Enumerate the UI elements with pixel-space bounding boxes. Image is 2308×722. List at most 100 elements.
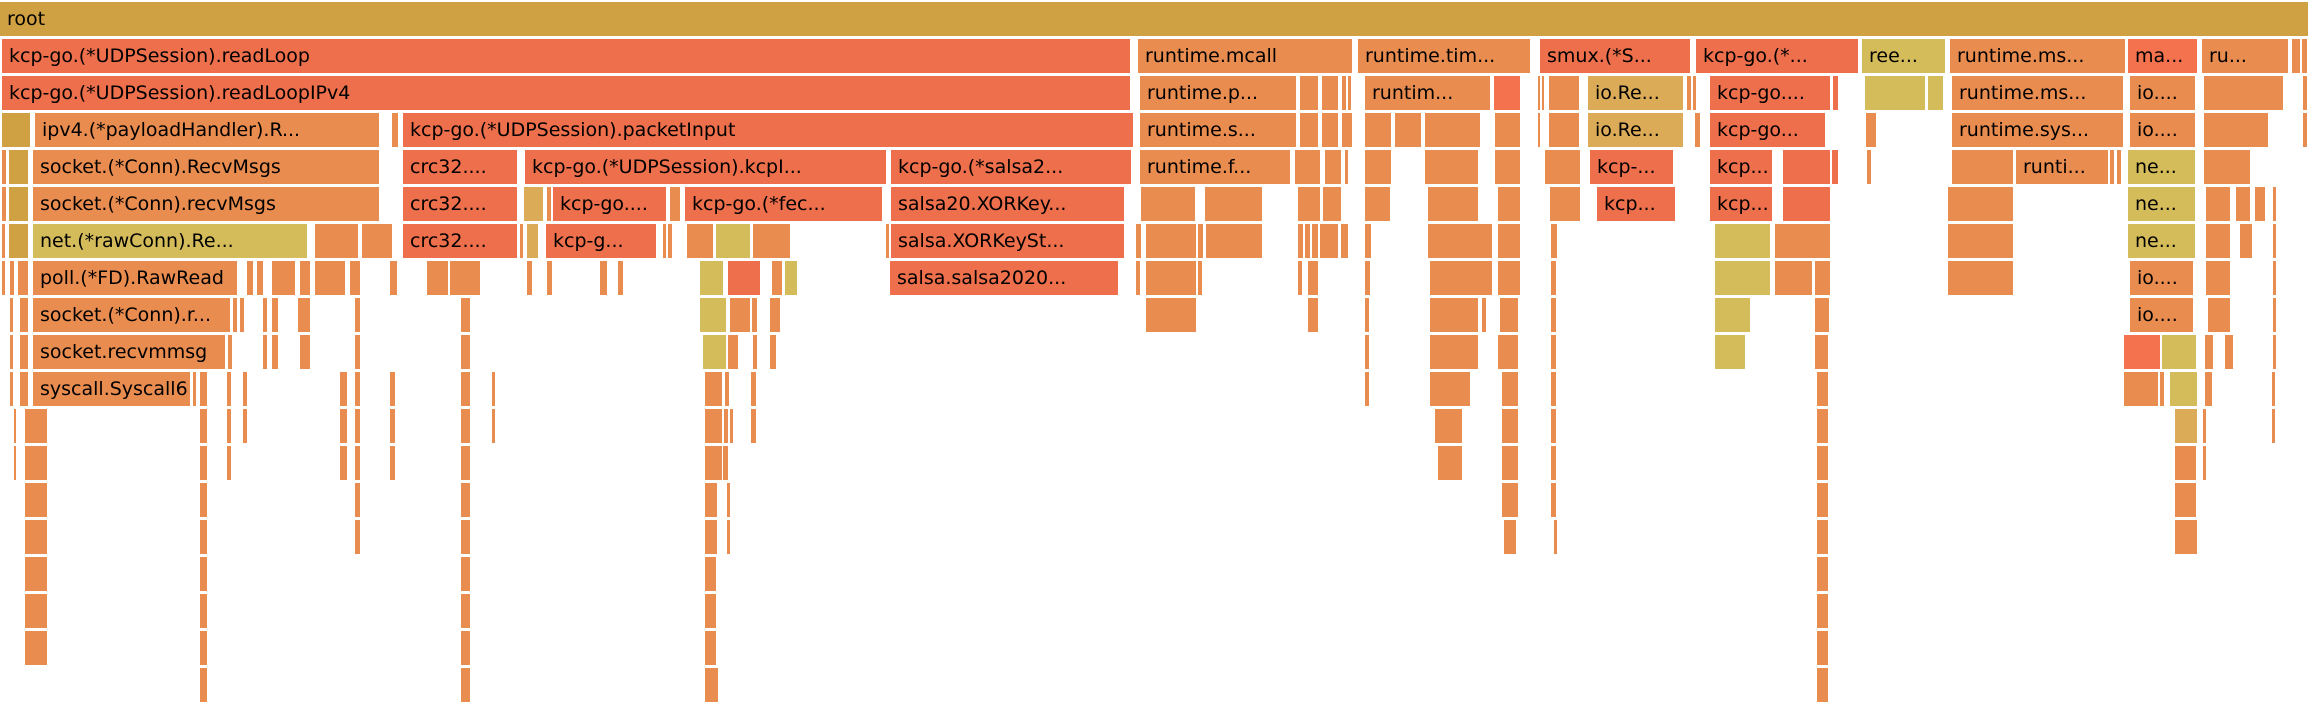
- flame-cell[interactable]: [705, 668, 718, 702]
- flame-cell[interactable]: [770, 298, 780, 332]
- flame-cell[interactable]: [1948, 187, 2013, 221]
- flame-frame[interactable]: salsa.salsa2020...: [890, 261, 1118, 295]
- flame-frame[interactable]: socket.(*Conn).recvMsgs: [33, 187, 379, 221]
- flame-cell[interactable]: [461, 520, 470, 554]
- flame-cell[interactable]: [723, 446, 728, 480]
- flame-frame[interactable]: runtim...: [1365, 76, 1490, 110]
- flame-cell[interactable]: [1146, 261, 1196, 295]
- flame-cell[interactable]: [1687, 76, 1691, 110]
- flame-cell[interactable]: [1308, 298, 1318, 332]
- flame-cell[interactable]: [461, 483, 470, 517]
- flame-cell[interactable]: [228, 335, 232, 369]
- flame-cell[interactable]: [227, 372, 231, 406]
- flame-cell[interactable]: [450, 261, 480, 295]
- flame-cell[interactable]: [1817, 483, 1828, 517]
- flame-cell[interactable]: [1542, 76, 1544, 110]
- flame-cell[interactable]: [461, 557, 470, 591]
- flame-frame[interactable]: runtime.mcall: [1138, 39, 1352, 73]
- flame-frame[interactable]: kcp-go....: [1710, 76, 1830, 110]
- flame-cell[interactable]: [705, 557, 716, 591]
- flame-cell[interactable]: [390, 261, 397, 295]
- flame-cell[interactable]: [772, 261, 782, 295]
- flame-cell[interactable]: [1545, 150, 1580, 184]
- flame-cell[interactable]: [547, 261, 552, 295]
- flame-cell[interactable]: [1136, 224, 1141, 258]
- flame-cell[interactable]: [1815, 335, 1828, 369]
- flame-cell[interactable]: [1345, 150, 1348, 184]
- flame-frame[interactable]: salsa20.XORKey...: [891, 187, 1124, 221]
- flame-cell[interactable]: [703, 335, 726, 369]
- flame-cell[interactable]: [1551, 224, 1557, 258]
- flame-cell[interactable]: [1948, 261, 2013, 295]
- flame-frame[interactable]: ne...: [2128, 224, 2195, 258]
- flame-cell[interactable]: [705, 520, 717, 554]
- flame-frame[interactable]: root: [0, 2, 2308, 36]
- flame-cell[interactable]: [1775, 224, 1830, 258]
- flame-cell[interactable]: [1342, 76, 1346, 110]
- flame-cell[interactable]: [25, 520, 47, 554]
- flame-frame[interactable]: crc32....: [403, 187, 517, 221]
- flame-frame[interactable]: runtime.ms...: [1952, 76, 2123, 110]
- flame-cell[interactable]: [392, 113, 398, 147]
- flame-cell[interactable]: [1551, 335, 1556, 369]
- flame-cell[interactable]: [2205, 372, 2212, 406]
- flame-cell[interactable]: [1815, 261, 1830, 295]
- flame-cell[interactable]: [1693, 76, 1696, 110]
- flame-cell[interactable]: [2, 150, 6, 184]
- flame-frame[interactable]: kcp-go.(*UDPSession).readLoopIPv4: [2, 76, 1130, 110]
- flame-cell[interactable]: [461, 335, 470, 369]
- flame-cell[interactable]: [1866, 113, 1876, 147]
- flame-cell[interactable]: [1365, 113, 1391, 147]
- flame-cell[interactable]: [461, 409, 470, 443]
- flame-cell[interactable]: [427, 261, 448, 295]
- flame-cell[interactable]: [2204, 150, 2250, 184]
- flame-cell[interactable]: [14, 446, 16, 480]
- flame-cell[interactable]: [1817, 372, 1828, 406]
- flame-cell[interactable]: [25, 446, 47, 480]
- flame-cell[interactable]: [1323, 187, 1341, 221]
- flame-cell[interactable]: [1952, 150, 2013, 184]
- flame-frame[interactable]: kcp-go.(*...: [1696, 39, 1858, 73]
- flame-cell[interactable]: [340, 446, 347, 480]
- flame-frame[interactable]: kcp-go....: [553, 187, 666, 221]
- flame-cell[interactable]: [200, 446, 207, 480]
- flame-cell[interactable]: [2205, 335, 2213, 369]
- flame-cell[interactable]: [1498, 261, 1520, 295]
- flame-cell[interactable]: [1205, 187, 1262, 221]
- flame-cell[interactable]: [2162, 335, 2196, 369]
- flame-frame[interactable]: kcp-go.(*UDPSession).kcpI...: [525, 150, 886, 184]
- flame-cell[interactable]: [1865, 76, 1925, 110]
- flame-cell[interactable]: [355, 520, 360, 554]
- flame-cell[interactable]: [1695, 113, 1700, 147]
- flame-cell[interactable]: [461, 631, 470, 665]
- flame-cell[interactable]: [753, 335, 757, 369]
- flame-cell[interactable]: [25, 594, 47, 628]
- flame-frame[interactable]: socket.recvmmsg: [33, 335, 225, 369]
- flame-cell[interactable]: [390, 446, 395, 480]
- flame-cell[interactable]: [362, 224, 392, 258]
- flame-cell[interactable]: [1365, 150, 1391, 184]
- flame-cell[interactable]: [724, 409, 728, 443]
- flame-cell[interactable]: [1549, 113, 1579, 147]
- flame-cell[interactable]: [753, 224, 790, 258]
- flame-cell[interactable]: [2206, 187, 2230, 221]
- flame-cell[interactable]: [355, 409, 360, 443]
- flame-cell[interactable]: [350, 261, 360, 295]
- flame-cell[interactable]: [2110, 150, 2114, 184]
- flame-cell[interactable]: [2204, 76, 2283, 110]
- flame-cell[interactable]: [298, 298, 310, 332]
- flame-cell[interactable]: [1365, 224, 1371, 258]
- flame-cell[interactable]: [20, 372, 28, 406]
- flame-cell[interactable]: [1322, 76, 1338, 110]
- flame-cell[interactable]: [9, 187, 28, 221]
- flame-cell[interactable]: [1928, 76, 1943, 110]
- flame-cell[interactable]: [1136, 261, 1140, 295]
- flame-cell[interactable]: [2203, 446, 2206, 480]
- flame-cell[interactable]: [1146, 224, 1196, 258]
- flame-cell[interactable]: [1498, 335, 1518, 369]
- flame-cell[interactable]: [193, 372, 196, 406]
- flame-cell[interactable]: [390, 409, 395, 443]
- flame-frame[interactable]: kcp-go.(*salsa2...: [891, 150, 1131, 184]
- flame-cell[interactable]: [461, 594, 470, 628]
- flame-frame[interactable]: runtime.ms...: [1950, 39, 2125, 73]
